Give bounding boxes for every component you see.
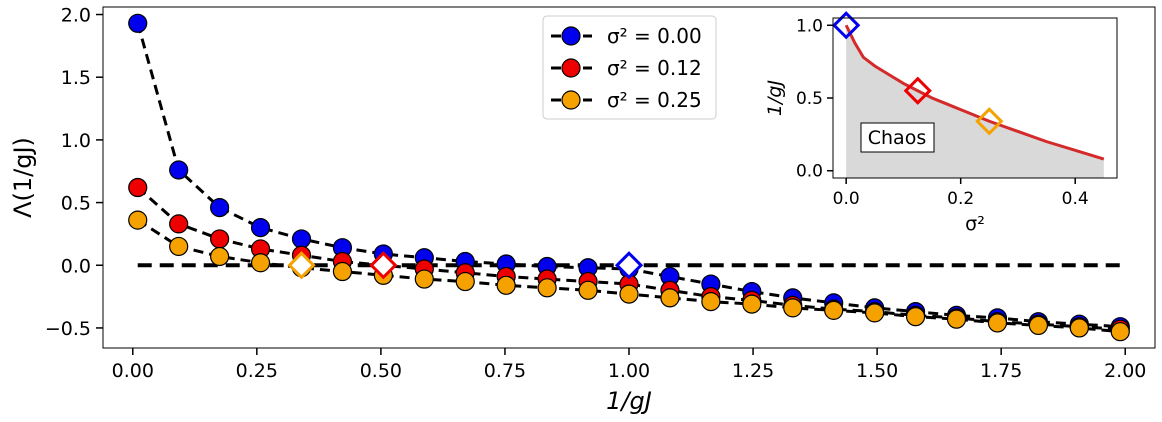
legend-label-0: σ² = 0.00 bbox=[607, 24, 702, 48]
data-point-s2-8 bbox=[455, 271, 475, 292]
data-point-s0-1 bbox=[169, 160, 189, 180]
x-tick-label: 2.00 bbox=[1104, 360, 1146, 382]
x-tick-label: 1.25 bbox=[732, 360, 774, 382]
x-tick-label: 1.50 bbox=[856, 360, 898, 382]
data-point-s2-5 bbox=[332, 261, 353, 282]
legend-marker-2 bbox=[561, 90, 581, 110]
data-point-s2-2 bbox=[210, 246, 230, 267]
data-point-s2-1 bbox=[169, 236, 189, 257]
y-tick-label: 0.0 bbox=[61, 255, 91, 277]
main-markers bbox=[128, 13, 1130, 342]
x-tick-label: 0.25 bbox=[236, 360, 278, 382]
data-point-s2-7 bbox=[414, 269, 434, 289]
legend: σ² = 0.00 σ² = 0.12 σ² = 0.25 bbox=[542, 15, 717, 120]
data-point-s2-24 bbox=[1110, 322, 1130, 342]
chaos-region-label: Chaos bbox=[868, 127, 926, 149]
transition-marker-2 bbox=[287, 251, 316, 280]
x-tick-label: 0.50 bbox=[360, 360, 402, 382]
inset-x-axis-label: σ² bbox=[965, 213, 985, 235]
data-point-s1-1 bbox=[169, 214, 189, 234]
x-tick-label: 0.75 bbox=[484, 360, 526, 382]
data-point-s2-21 bbox=[987, 313, 1008, 333]
inset-x-ticks: 0.0 0.2 0.4 bbox=[833, 178, 1089, 209]
y-tick-label: 0.5 bbox=[61, 193, 91, 215]
main-y-axis-label: Λ(1/gJ) bbox=[9, 137, 37, 218]
legend-label-2: σ² = 0.25 bbox=[607, 88, 702, 112]
y-tick-label: 1.5 bbox=[61, 67, 91, 89]
data-point-s1-0 bbox=[128, 177, 148, 198]
phase-boundary-line bbox=[844, 24, 1105, 161]
y-tick-label: −0.5 bbox=[45, 318, 91, 340]
data-point-s2-0 bbox=[128, 210, 148, 230]
legend-entries: σ² = 0.00 σ² = 0.12 σ² = 0.25 bbox=[551, 24, 702, 112]
main-plot: 0.00 0.25 0.50 0.75 1.00 1.25 1.50 1.75 2.00 −0.… bbox=[9, 5, 1156, 415]
data-point-s2-16 bbox=[783, 298, 803, 318]
data-point-s2-20 bbox=[946, 309, 967, 329]
x-tick-label: 1.00 bbox=[608, 360, 650, 382]
data-point-s2-15 bbox=[742, 294, 762, 314]
data-point-s0-4 bbox=[291, 229, 312, 249]
data-point-s2-23 bbox=[1069, 318, 1089, 338]
y-tick-label: 2.0 bbox=[61, 5, 91, 27]
transition-marker-1 bbox=[369, 251, 398, 280]
main-x-axis-label: 1/gJ bbox=[606, 387, 652, 415]
inset-plot: 0.0 0.2 0.4 0.0 0.5 1.0 Chaos σ² 1/gJ bbox=[764, 11, 1118, 235]
chaos-label-box bbox=[860, 122, 935, 153]
inset-marker-2 bbox=[975, 107, 1004, 136]
y-tick-label: 1.0 bbox=[61, 130, 91, 152]
data-point-s2-22 bbox=[1028, 315, 1048, 336]
inset-y-tick-label: 1.0 bbox=[796, 16, 823, 36]
data-point-s2-13 bbox=[660, 288, 680, 308]
inset-marker-1 bbox=[903, 76, 932, 105]
inset-x-tick-label: 0.0 bbox=[833, 189, 860, 209]
data-point-s2-19 bbox=[905, 307, 926, 327]
data-point-s2-10 bbox=[537, 278, 557, 298]
legend-box bbox=[542, 15, 717, 120]
data-point-s0-0 bbox=[128, 13, 148, 33]
inset-y-tick-label: 0.0 bbox=[796, 162, 823, 182]
data-point-s2-12 bbox=[619, 284, 639, 304]
inset-x-tick-label: 0.4 bbox=[1062, 189, 1089, 209]
data-point-s2-18 bbox=[865, 303, 885, 323]
data-point-s2-14 bbox=[701, 292, 721, 312]
inset-y-axis-label: 1/gJ bbox=[764, 80, 786, 117]
data-point-s0-3 bbox=[250, 218, 271, 238]
inset-y-ticks: 0.0 0.5 1.0 bbox=[796, 16, 833, 182]
data-point-s2-9 bbox=[496, 275, 516, 295]
inset-marker-0 bbox=[832, 11, 861, 40]
main-y-ticks: −0.5 0.0 0.5 1.0 1.5 2.0 bbox=[45, 5, 103, 340]
data-point-s0-2 bbox=[210, 197, 230, 218]
data-point-s2-3 bbox=[250, 253, 271, 273]
transition-marker-0 bbox=[614, 251, 644, 280]
legend-marker-0 bbox=[561, 26, 581, 46]
data-point-s2-11 bbox=[578, 280, 598, 300]
x-tick-label: 0.00 bbox=[112, 360, 154, 382]
main-x-ticks: 0.00 0.25 0.50 0.75 1.00 1.25 1.50 1.75 2.00 bbox=[112, 348, 1146, 382]
inset-x-tick-label: 0.2 bbox=[947, 189, 974, 209]
data-point-s2-17 bbox=[824, 300, 844, 320]
legend-label-1: σ² = 0.12 bbox=[607, 56, 702, 80]
x-tick-label: 1.75 bbox=[980, 360, 1022, 382]
inset-y-tick-label: 0.5 bbox=[796, 89, 823, 109]
legend-marker-1 bbox=[561, 58, 581, 78]
data-point-s1-2 bbox=[210, 229, 230, 249]
